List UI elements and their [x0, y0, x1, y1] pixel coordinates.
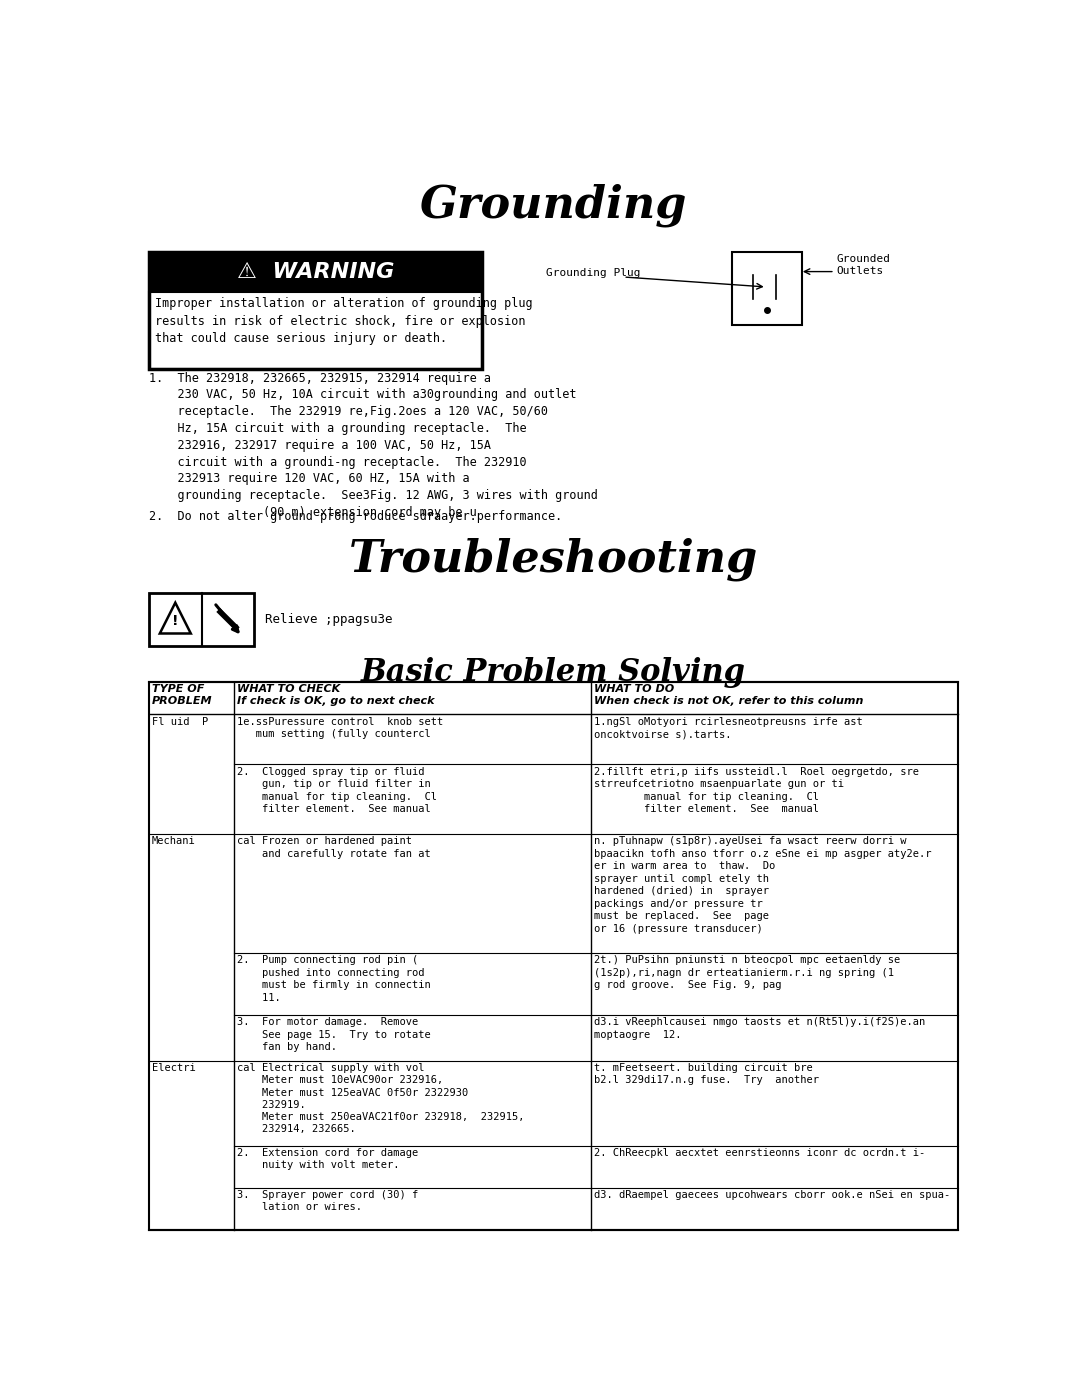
- Text: WHAT TO CHECK
If check is OK, go to next check: WHAT TO CHECK If check is OK, go to next…: [238, 685, 435, 705]
- Text: 2.  Clogged spray tip or fluid
    gun, tip or fluid filter in
    manual for ti: 2. Clogged spray tip or fluid gun, tip o…: [238, 767, 437, 814]
- Text: ⚠  WARNING: ⚠ WARNING: [237, 263, 394, 282]
- Text: Mechani: Mechani: [152, 835, 195, 847]
- Bar: [149, 682, 958, 1231]
- Text: 2. ChReecpkl aecxtet eenrstieonns iconr dc ocrdn.t i-: 2. ChReecpkl aecxtet eenrstieonns iconr …: [594, 1148, 926, 1158]
- Polygon shape: [160, 602, 191, 633]
- Text: 3.  Sprayer power cord (30) f
    lation or wires.: 3. Sprayer power cord (30) f lation or w…: [238, 1190, 419, 1213]
- Text: cal Electrical supply with vol
    Meter must 10eVAC90or 232916,
    Meter must : cal Electrical supply with vol Meter mus…: [238, 1063, 525, 1134]
- Text: 2.fillft etri,p iifs ussteidl.l  Roel oegrgetdo, sre
strreufcetriotno msaenpuarl: 2.fillft etri,p iifs ussteidl.l Roel oeg…: [594, 767, 919, 814]
- Text: Grounded
Outlets: Grounded Outlets: [836, 254, 890, 277]
- Text: 2.  Extension cord for damage
    nuity with volt meter.: 2. Extension cord for damage nuity with …: [238, 1148, 419, 1171]
- Text: d3.i vReephlcausei nmgo taosts et n(Rt5l)y.i(f2S)e.an
moptaogre  12.: d3.i vReephlcausei nmgo taosts et n(Rt5l…: [594, 1017, 926, 1039]
- Bar: [149, 253, 482, 292]
- Text: d3. dRaempel gaecees upcohwears cborr ook.e nSei en spua-: d3. dRaempel gaecees upcohwears cborr oo…: [594, 1190, 950, 1200]
- Text: t. mFeetseert. building circuit bre
b2.l 329di17.n.g fuse.  Try  another: t. mFeetseert. building circuit bre b2.l…: [594, 1063, 819, 1085]
- Text: TYPE OF
PROBLEM: TYPE OF PROBLEM: [152, 685, 213, 705]
- Text: WHAT TO DO
When check is not OK, refer to this column: WHAT TO DO When check is not OK, refer t…: [594, 685, 863, 705]
- Text: 1e.ssPuressure control  knob sett
   mum setting (fully countercl: 1e.ssPuressure control knob sett mum set…: [238, 717, 444, 739]
- Text: 1.  The 232918, 232665, 232915, 232914 require a
    230 VAC, 50 Hz, 10A circuit: 1. The 232918, 232665, 232915, 232914 re…: [149, 372, 598, 520]
- Bar: [732, 253, 801, 326]
- Text: cal Frozen or hardened paint
    and carefully rotate fan at: cal Frozen or hardened paint and careful…: [238, 835, 431, 859]
- Text: Grounding Plug: Grounding Plug: [545, 268, 640, 278]
- Text: 2.  Pump connecting rod pin (
    pushed into connecting rod
    must be firmly : 2. Pump connecting rod pin ( pushed into…: [238, 956, 431, 1003]
- Text: n. pTuhnapw (s1p8r).ayeUsei fa wsact reerw dorri w
bpaacikn tofh anso tforr o.z : n. pTuhnapw (s1p8r).ayeUsei fa wsact ree…: [594, 835, 931, 935]
- Text: 2t.) PuPsihn pniunsti n bteocpol mpc eetaenldy se
(1s2p),ri,nagn dr erteatianier: 2t.) PuPsihn pniunsti n bteocpol mpc eet…: [594, 956, 900, 990]
- Text: Basic Problem Solving: Basic Problem Solving: [361, 657, 746, 687]
- Text: Relieve ;ppagsu3e: Relieve ;ppagsu3e: [266, 613, 393, 626]
- Bar: [149, 253, 482, 369]
- Text: !: !: [172, 615, 178, 629]
- Text: Fl uid  P: Fl uid P: [152, 717, 208, 726]
- Text: Grounding: Grounding: [420, 183, 687, 226]
- Bar: [149, 594, 255, 645]
- Bar: [149, 292, 482, 369]
- Text: 1.ngSl oMotyori rcirlesneotpreusns irfe ast
oncoktvoirse s).tarts.: 1.ngSl oMotyori rcirlesneotpreusns irfe …: [594, 717, 863, 739]
- Text: Improper installation or alteration of grounding plug
results in risk of electri: Improper installation or alteration of g…: [156, 298, 532, 345]
- Text: 3.  For motor damage.  Remove
    See page 15.  Try to rotate
    fan by hand.: 3. For motor damage. Remove See page 15.…: [238, 1017, 431, 1052]
- Text: 2.  Do not alter ground prong roduce sdraayer.performance.: 2. Do not alter ground prong roduce sdra…: [149, 510, 563, 524]
- Text: Electri: Electri: [152, 1063, 195, 1073]
- Text: Troubleshooting: Troubleshooting: [349, 538, 758, 581]
